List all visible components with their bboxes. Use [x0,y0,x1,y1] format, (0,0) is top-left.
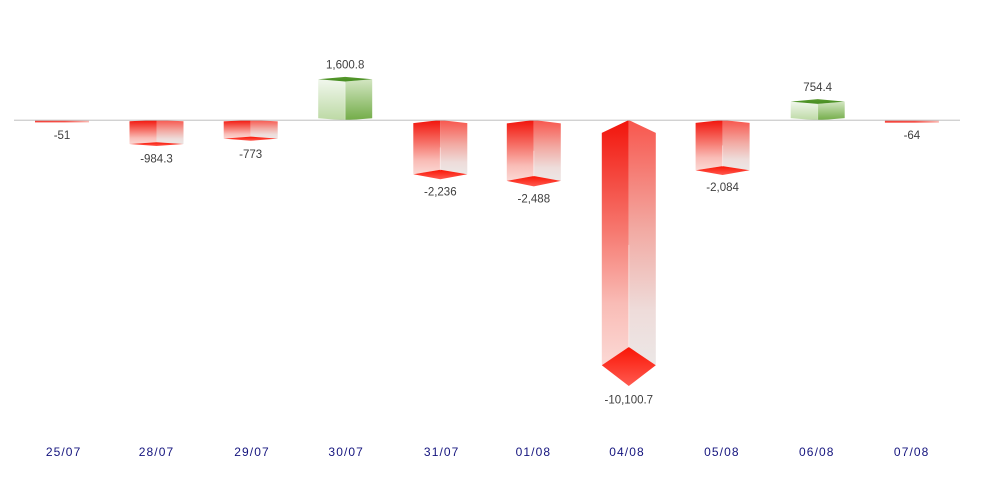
svg-text:25/07: 25/07 [46,445,82,459]
svg-text:31/07: 31/07 [424,445,460,459]
svg-text:1,600.8: 1,600.8 [326,60,364,72]
svg-text:28/07: 28/07 [139,445,175,459]
svg-text:06/08: 06/08 [799,445,835,459]
svg-text:-64: -64 [904,130,921,142]
svg-text:754.4: 754.4 [803,82,832,94]
svg-text:07/08: 07/08 [894,445,930,459]
svg-text:-984.3: -984.3 [140,154,173,166]
svg-text:01/08: 01/08 [516,445,552,459]
svg-text:30/07: 30/07 [328,445,364,459]
svg-text:-2,084: -2,084 [706,182,739,194]
svg-text:-51: -51 [54,130,71,142]
svg-text:04/08: 04/08 [609,445,645,459]
svg-text:05/08: 05/08 [704,445,740,459]
svg-text:-2,488: -2,488 [517,193,550,205]
svg-text:-10,100.7: -10,100.7 [604,395,653,407]
svg-text:-2,236: -2,236 [424,187,457,199]
svg-text:-773: -773 [239,149,262,161]
svg-text:29/07: 29/07 [234,445,270,459]
